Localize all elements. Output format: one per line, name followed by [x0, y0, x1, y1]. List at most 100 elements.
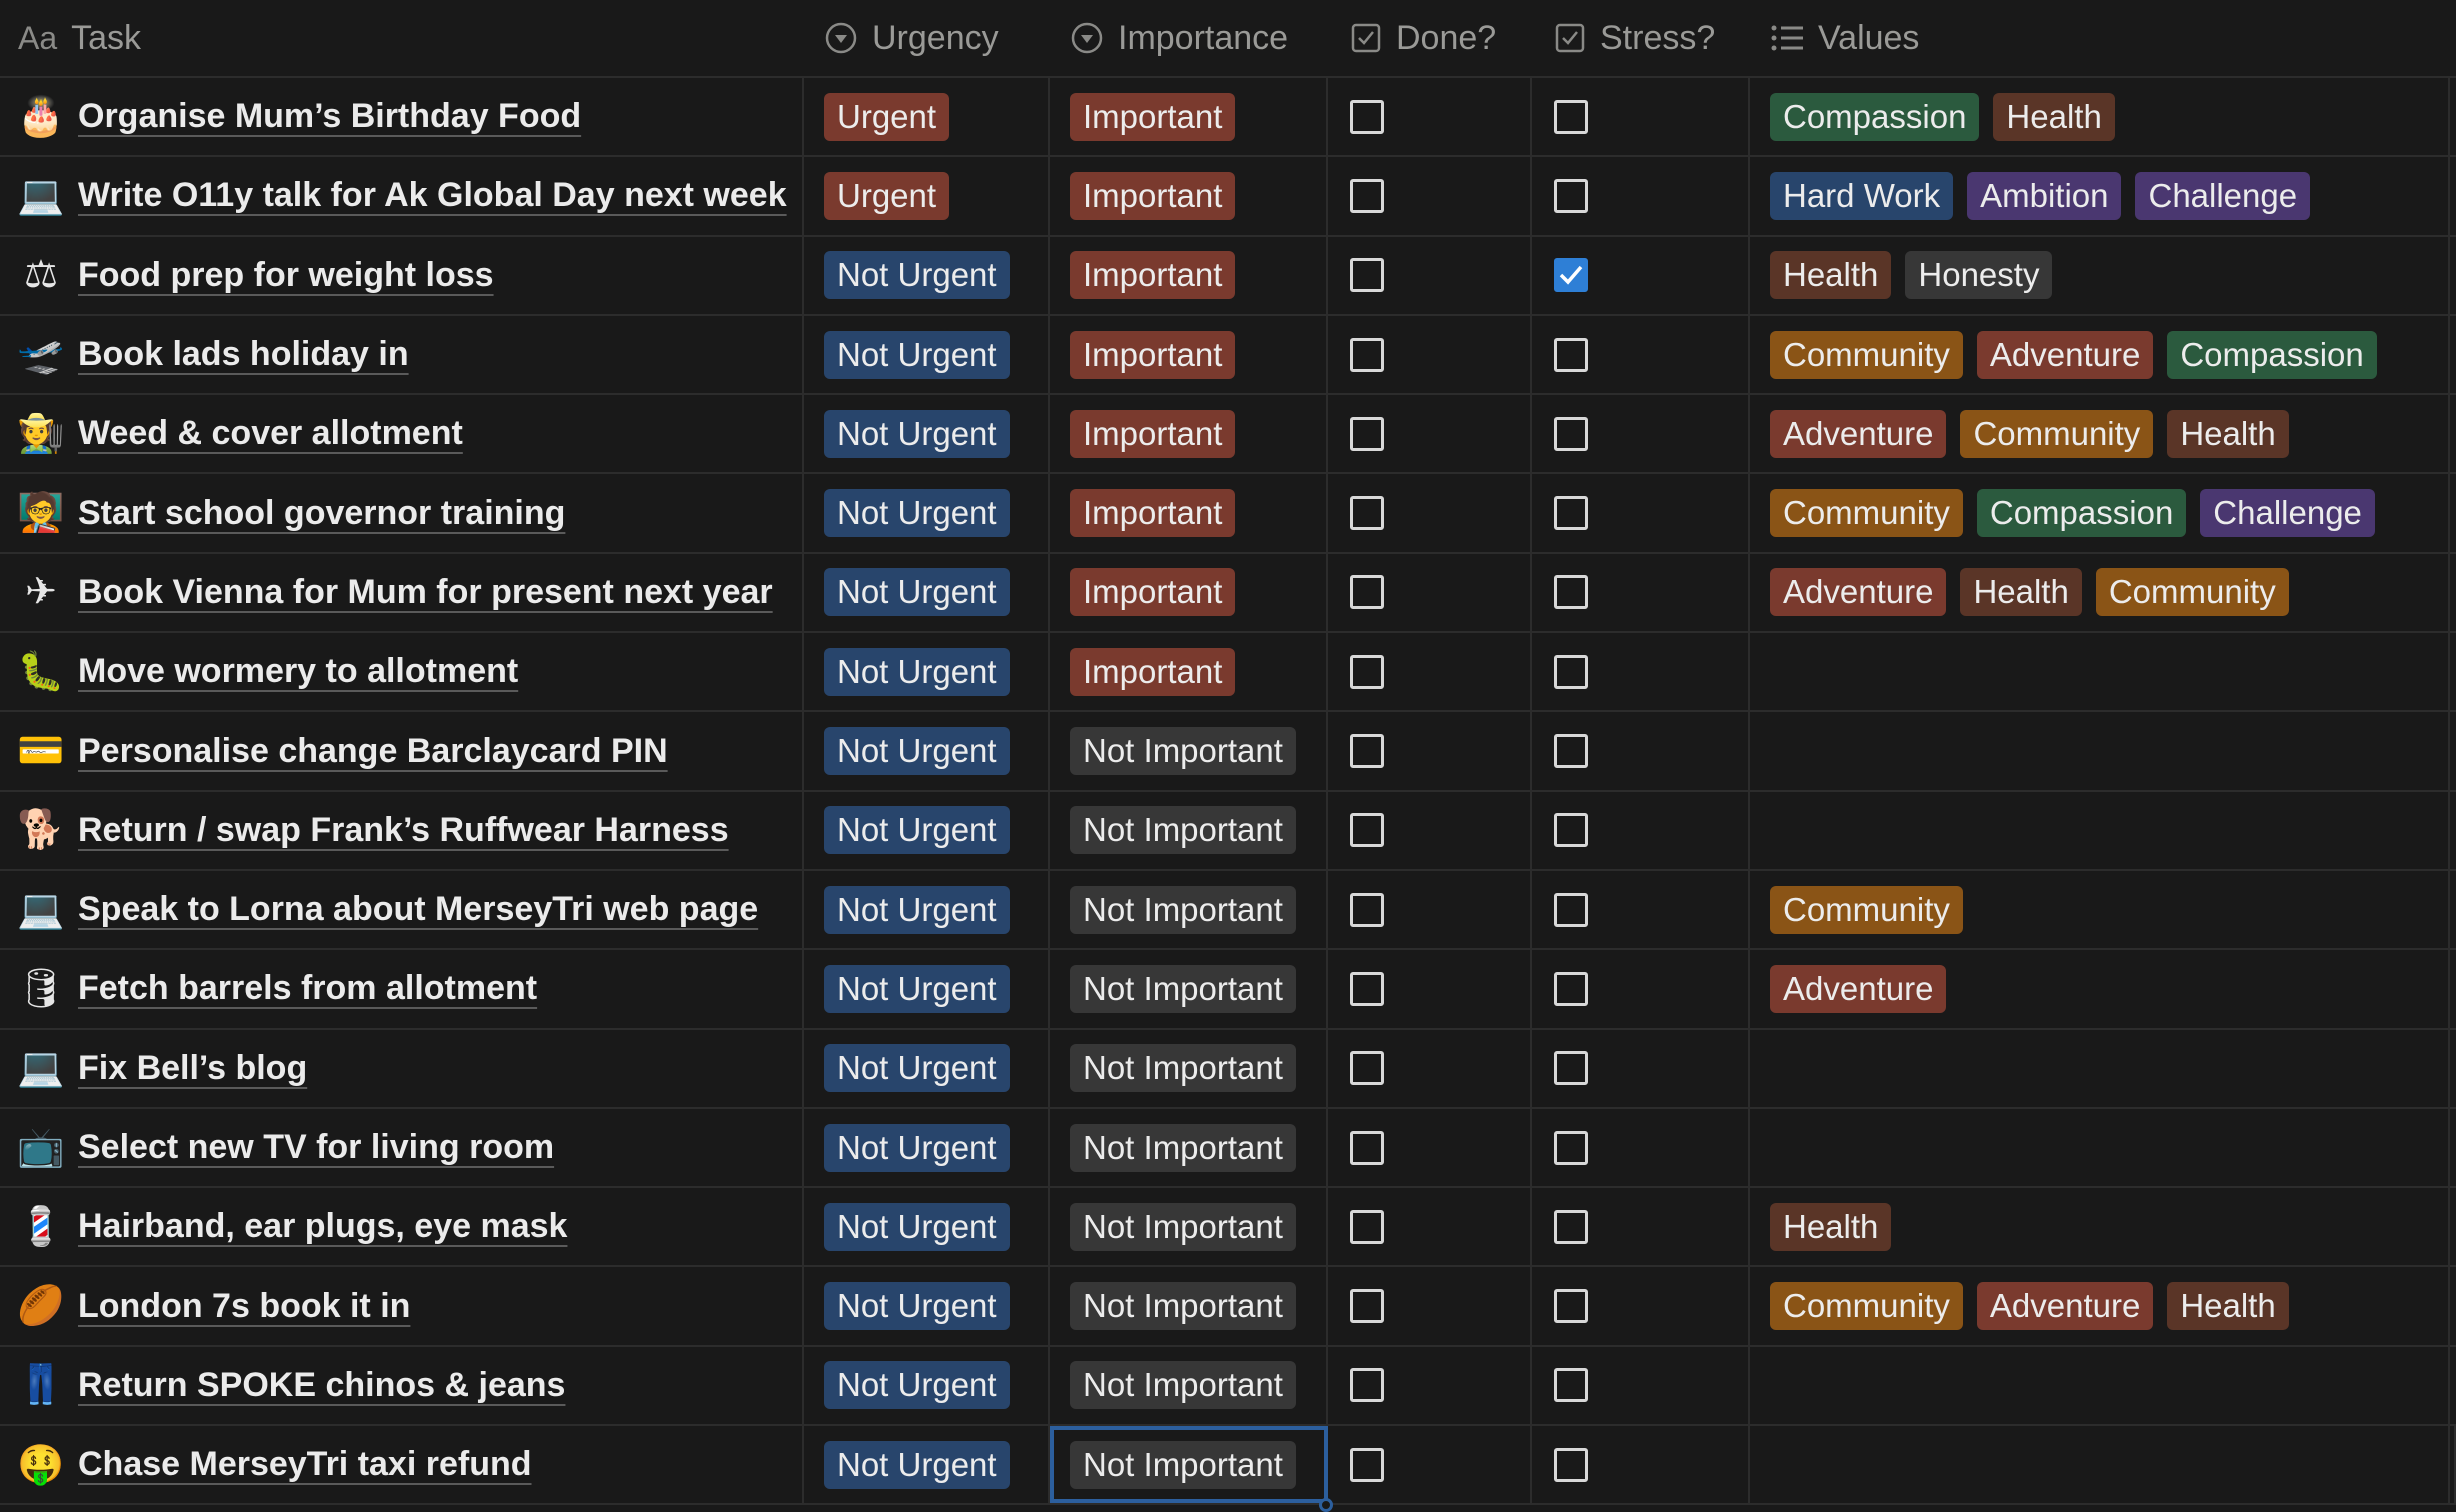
- television-icon[interactable]: 📺: [17, 1126, 65, 1169]
- task-title[interactable]: Food prep for weight loss: [78, 255, 494, 294]
- urgency-cell[interactable]: Not Urgent: [804, 633, 1050, 711]
- table-row[interactable]: 🛫 Book lads holiday in Not Urgent Important…: [0, 315, 2456, 396]
- importance-cell[interactable]: Not Important: [1050, 1108, 1328, 1187]
- importance-cell[interactable]: Important: [1050, 78, 1328, 156]
- importance-cell[interactable]: Not Important: [1050, 1426, 1328, 1504]
- credit-card-icon[interactable]: 💳: [17, 730, 65, 773]
- task-cell[interactable]: 💻 Write O11y talk for Ak Global Day next …: [0, 157, 804, 235]
- values-cell[interactable]: Community: [1750, 870, 2450, 949]
- stress-checkbox[interactable]: [1554, 813, 1588, 848]
- header-done[interactable]: Done?: [1328, 0, 1532, 76]
- task-cell[interactable]: 💻 Fix Bell’s blog: [0, 1029, 804, 1107]
- values-cell[interactable]: Compassion Health: [1750, 78, 2450, 156]
- importance-cell[interactable]: Important: [1050, 633, 1328, 711]
- importance-cell[interactable]: Important: [1050, 157, 1328, 235]
- task-title[interactable]: Weed & cover allotment: [78, 414, 463, 453]
- task-cell[interactable]: 🛫 Book lads holiday in: [0, 315, 804, 394]
- values-cell[interactable]: [1750, 1108, 2450, 1187]
- table-row[interactable]: 🛢 Fetch barrels from allotment Not Urgent N…: [0, 950, 2456, 1030]
- urgency-cell[interactable]: Not Urgent: [804, 1108, 1050, 1187]
- values-cell[interactable]: Community Compassion Challenge: [1750, 474, 2450, 552]
- task-title[interactable]: Hairband, ear plugs, eye mask: [78, 1207, 568, 1246]
- table-row[interactable]: ✈ Book Vienna for Mum for present next ye…: [0, 553, 2456, 634]
- urgency-cell[interactable]: Not Urgent: [804, 236, 1050, 314]
- values-cell[interactable]: [1750, 1426, 2450, 1504]
- done-checkbox[interactable]: [1350, 1447, 1384, 1482]
- header-importance[interactable]: Importance: [1050, 0, 1328, 76]
- task-cell[interactable]: 💈 Hairband, ear plugs, eye mask: [0, 1188, 804, 1266]
- task-cell[interactable]: 🐕 Return / swap Frank’s Ruffwear Harness: [0, 791, 804, 869]
- stress-checkbox[interactable]: [1554, 99, 1588, 134]
- task-title[interactable]: Speak to Lorna about MerseyTri web page: [78, 890, 759, 929]
- done-checkbox[interactable]: [1350, 337, 1384, 372]
- importance-cell[interactable]: Not Important: [1050, 950, 1328, 1028]
- done-checkbox[interactable]: [1350, 99, 1384, 134]
- scales-icon[interactable]: ⚖: [23, 254, 59, 297]
- importance-cell[interactable]: Important: [1050, 236, 1328, 314]
- task-cell[interactable]: 🧑‍🏫 Start school governor training: [0, 474, 804, 552]
- task-title[interactable]: London 7s book it in: [78, 1286, 411, 1325]
- stress-checkbox[interactable]: [1554, 1289, 1588, 1324]
- task-title[interactable]: Start school governor training: [78, 493, 566, 532]
- task-title[interactable]: Organise Mum’s Birthday Food: [78, 97, 582, 136]
- table-row[interactable]: 📺 Select new TV for living room Not Urgent…: [0, 1108, 2456, 1189]
- task-cell[interactable]: 🎂 Organise Mum’s Birthday Food: [0, 78, 804, 156]
- importance-cell[interactable]: Not Important: [1050, 1346, 1328, 1425]
- stress-checkbox[interactable]: [1554, 337, 1588, 372]
- values-cell[interactable]: [1750, 1346, 2450, 1425]
- task-cell[interactable]: ⚖ Food prep for weight loss: [0, 236, 804, 314]
- values-cell[interactable]: [1750, 1029, 2450, 1107]
- done-checkbox[interactable]: [1350, 1289, 1384, 1324]
- task-title[interactable]: Fetch barrels from allotment: [78, 969, 538, 1008]
- task-title[interactable]: Return / swap Frank’s Ruffwear Harness: [78, 810, 729, 849]
- importance-cell[interactable]: Important: [1050, 474, 1328, 552]
- airplane-icon[interactable]: ✈: [25, 571, 57, 614]
- task-title[interactable]: Return SPOKE chinos & jeans: [78, 1365, 566, 1404]
- money-mouth-face-icon[interactable]: 🤑: [17, 1443, 65, 1486]
- importance-cell[interactable]: Not Important: [1050, 1267, 1328, 1345]
- stress-checkbox[interactable]: [1554, 416, 1588, 451]
- worm-icon[interactable]: 🐛: [17, 650, 65, 693]
- task-title[interactable]: Write O11y talk for Ak Global Day next w…: [78, 176, 787, 215]
- done-checkbox[interactable]: [1350, 654, 1384, 689]
- done-checkbox[interactable]: [1350, 1051, 1384, 1086]
- stress-checkbox[interactable]: [1554, 1209, 1588, 1244]
- header-urgency[interactable]: Urgency: [804, 0, 1050, 76]
- teacher-icon[interactable]: 🧑‍🏫: [17, 492, 65, 535]
- done-checkbox[interactable]: [1350, 1209, 1384, 1244]
- task-cell[interactable]: 🛢 Fetch barrels from allotment: [0, 950, 804, 1028]
- stress-checkbox[interactable]: [1554, 654, 1588, 689]
- laptop-icon[interactable]: 💻: [17, 1047, 65, 1090]
- stress-checkbox[interactable]: [1554, 258, 1588, 293]
- values-cell[interactable]: Community Adventure Health: [1750, 1267, 2450, 1345]
- urgency-cell[interactable]: Not Urgent: [804, 712, 1050, 790]
- values-cell[interactable]: Adventure Health Community: [1750, 553, 2450, 632]
- table-row[interactable]: 🧑‍🏫 Start school governor training Not Urg…: [0, 474, 2456, 554]
- values-cell[interactable]: Health Honesty: [1750, 236, 2450, 314]
- urgency-cell[interactable]: Not Urgent: [804, 791, 1050, 869]
- task-cell[interactable]: 🧑‍🌾 Weed & cover allotment: [0, 395, 804, 473]
- done-checkbox[interactable]: [1350, 416, 1384, 451]
- urgency-cell[interactable]: Not Urgent: [804, 395, 1050, 473]
- importance-cell[interactable]: Not Important: [1050, 1188, 1328, 1266]
- table-row[interactable]: 💈 Hairband, ear plugs, eye mask Not Urgent…: [0, 1188, 2456, 1268]
- done-checkbox[interactable]: [1350, 813, 1384, 848]
- urgency-cell[interactable]: Not Urgent: [804, 950, 1050, 1028]
- urgency-cell[interactable]: Urgent: [804, 78, 1050, 156]
- urgency-cell[interactable]: Not Urgent: [804, 315, 1050, 394]
- values-cell[interactable]: Health: [1750, 1188, 2450, 1266]
- task-title[interactable]: Personalise change Barclaycard PIN: [78, 731, 668, 770]
- header-task[interactable]: Aa Task: [0, 0, 804, 76]
- table-row[interactable]: 🧑‍🌾 Weed & cover allotment Not Urgent Impor…: [0, 395, 2456, 475]
- values-cell[interactable]: [1750, 633, 2450, 711]
- table-row[interactable]: ⚖ Food prep for weight loss Not Urgent Impo…: [0, 236, 2456, 316]
- values-cell[interactable]: [1750, 791, 2450, 869]
- table-row[interactable]: 🐛 Move wormery to allotment Not Urgent Impo…: [0, 633, 2456, 713]
- laptop-icon[interactable]: 💻: [17, 888, 65, 931]
- importance-cell[interactable]: Not Important: [1050, 791, 1328, 869]
- task-cell[interactable]: 🐛 Move wormery to allotment: [0, 633, 804, 711]
- done-checkbox[interactable]: [1350, 178, 1384, 213]
- done-checkbox[interactable]: [1350, 892, 1384, 927]
- importance-cell[interactable]: Important: [1050, 395, 1328, 473]
- urgency-cell[interactable]: Not Urgent: [804, 1029, 1050, 1107]
